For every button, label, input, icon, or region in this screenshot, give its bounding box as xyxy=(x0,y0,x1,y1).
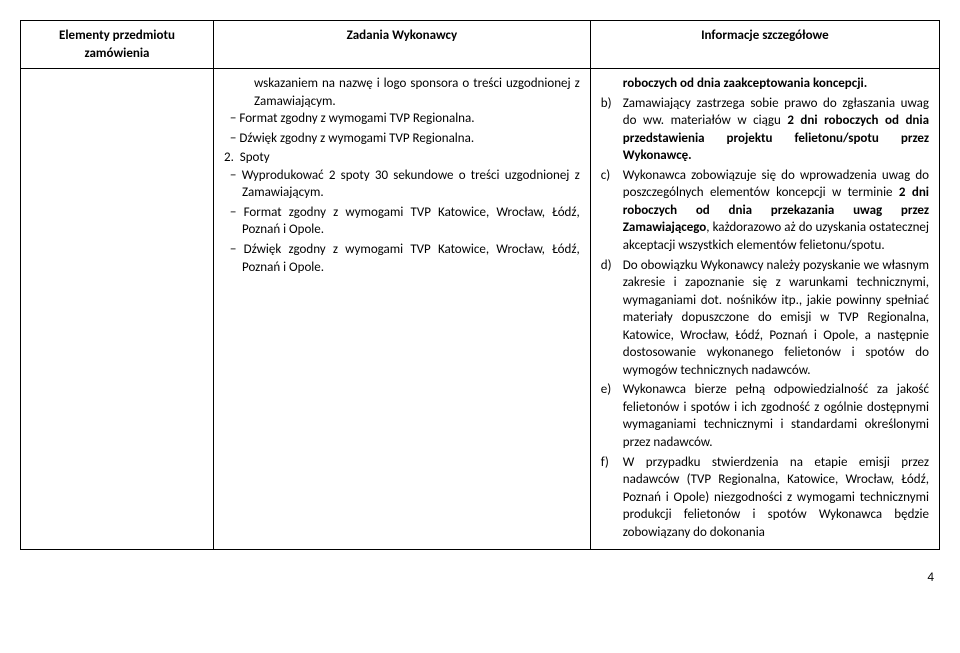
left-item-sound2: Dźwięk zgodny z wymogami TVP Katowice, W… xyxy=(224,241,580,276)
right-c-marker: c) xyxy=(601,167,623,255)
right-f-text: W przypadku stwierdzenia na etapie emisj… xyxy=(623,454,929,542)
header-col3: Informacje szczegółowe xyxy=(590,21,939,69)
header-col2: Zadania Wykonawcy xyxy=(213,21,590,69)
left-continuation: wskazaniem na nazwę i logo sponsora o tr… xyxy=(224,75,580,110)
document-table: Elementy przedmiotu zamówienia Zadania W… xyxy=(20,20,940,550)
right-b-text: Zamawiający zastrzega sobie prawo do zgł… xyxy=(623,95,929,165)
left-list-top: Format zgodny z wymogami TVP Regionalna.… xyxy=(224,110,580,147)
cell-col2: wskazaniem na nazwę i logo sponsora o tr… xyxy=(213,69,590,550)
header-col1-line2: zamówienia xyxy=(31,45,203,63)
right-b-marker: b) xyxy=(601,95,623,165)
left-item-sound1: Dźwięk zgodny z wymogami TVP Regionalna. xyxy=(224,130,580,148)
body-row: wskazaniem na nazwę i logo sponsora o tr… xyxy=(21,69,940,550)
left-num2: 2. Spoty xyxy=(224,149,580,167)
right-item-b: b) Zamawiający zastrzega sobie prawo do … xyxy=(601,95,929,165)
left-item-format1: Format zgodny z wymogami TVP Regionalna. xyxy=(224,110,580,128)
header-col1: Elementy przedmiotu zamówienia xyxy=(21,21,214,69)
right-c-text: Wykonawca zobowiązuje się do wprowadzeni… xyxy=(623,167,929,255)
right-top: roboczych od dnia zaakceptowania koncepc… xyxy=(601,75,929,93)
right-d-marker: d) xyxy=(601,257,623,380)
header-col1-line1: Elementy przedmiotu xyxy=(31,27,203,45)
right-e-text: Wykonawca bierze pełną odpowiedzialność … xyxy=(623,381,929,451)
header-row: Elementy przedmiotu zamówienia Zadania W… xyxy=(21,21,940,69)
right-item-d: d) Do obowiązku Wykonawcy należy pozyska… xyxy=(601,257,929,380)
left-list-spoty: Wyprodukować 2 spoty 30 sekundowe o treś… xyxy=(224,167,580,276)
cell-col3: roboczych od dnia zaakceptowania koncepc… xyxy=(590,69,939,550)
right-f-marker: f) xyxy=(601,454,623,542)
right-d-text: Do obowiązku Wykonawcy należy pozyskanie… xyxy=(623,257,929,380)
left-item-format2: Format zgodny z wymogami TVP Katowice, W… xyxy=(224,204,580,239)
right-item-f: f) W przypadku stwierdzenia na etapie em… xyxy=(601,454,929,542)
right-item-e: e) Wykonawca bierze pełną odpowiedzialno… xyxy=(601,381,929,451)
cell-col1 xyxy=(21,69,214,550)
right-e-marker: e) xyxy=(601,381,623,451)
right-item-c: c) Wykonawca zobowiązuje się do wprowadz… xyxy=(601,167,929,255)
left-item-produce: Wyprodukować 2 spoty 30 sekundowe o treś… xyxy=(224,167,580,202)
page-number: 4 xyxy=(20,570,940,585)
